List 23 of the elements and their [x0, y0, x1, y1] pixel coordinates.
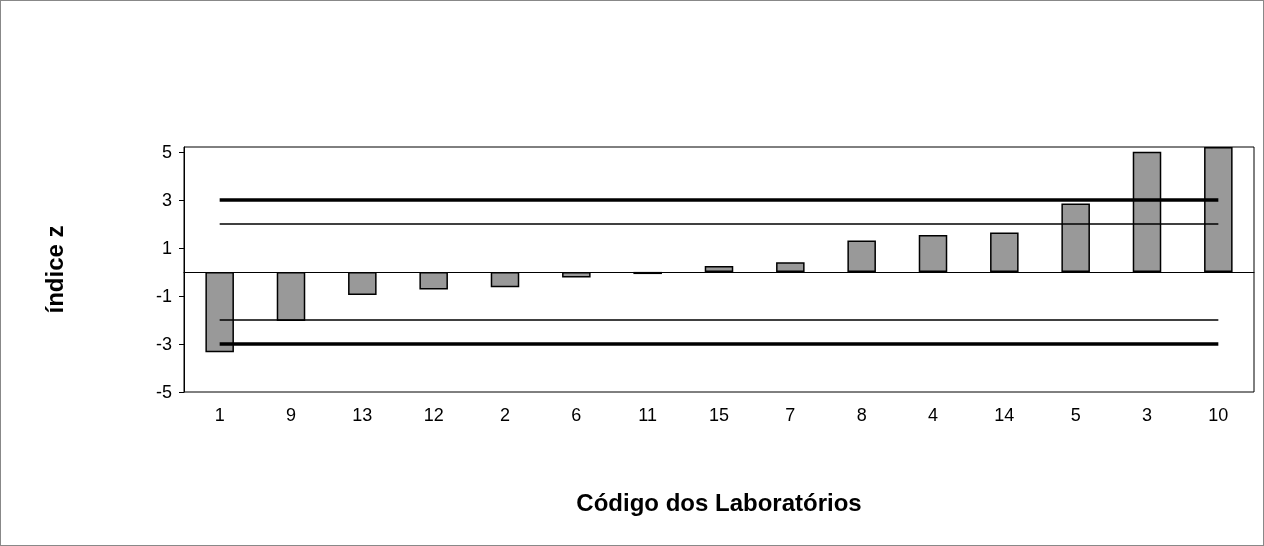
- y-tick-label: -5: [155, 382, 172, 402]
- x-tick-label: 13: [352, 405, 373, 425]
- x-tick-label: 2: [499, 405, 511, 425]
- y-tick-label: 3: [161, 189, 172, 210]
- x-tick-label: 7: [785, 405, 796, 425]
- x-tick-label: 12: [423, 405, 444, 425]
- x-tick-label: 1: [214, 405, 225, 425]
- x-tick-label: 4: [927, 405, 939, 425]
- x-tick-label: 11: [638, 405, 658, 425]
- y-tick-label: -1: [155, 285, 172, 306]
- y-axis-title: índice z: [40, 225, 68, 314]
- x-tick-label: 9: [285, 405, 297, 425]
- x-tick-label: 10: [1208, 405, 1229, 425]
- y-tick-label: -3: [155, 333, 172, 354]
- y-tick-label: 5: [161, 141, 172, 162]
- x-tick-label: 6: [571, 405, 582, 425]
- x-tick-label: 8: [856, 405, 867, 425]
- x-tick-label: 15: [708, 405, 730, 425]
- x-tick-label: 5: [1070, 405, 1081, 425]
- y-tick-label: 1: [161, 237, 172, 258]
- x-axis-title: Código dos Laboratórios: [576, 488, 862, 516]
- x-tick-label: 3: [1141, 405, 1153, 425]
- x-tick-label: 14: [994, 405, 1015, 425]
